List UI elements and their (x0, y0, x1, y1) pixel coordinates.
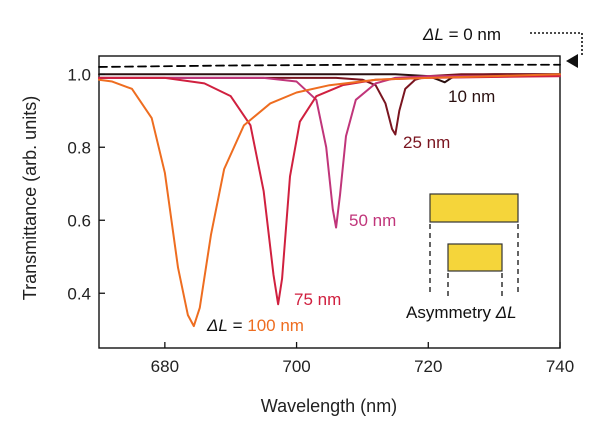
annotation-100nm: ΔL = 100 nm (206, 316, 304, 335)
y-tick-label: 0.8 (67, 138, 91, 157)
x-tick-label: 680 (151, 357, 179, 376)
series-layer (98, 63, 561, 328)
plot-frame (98, 55, 561, 349)
ticks: 680 700 720 740 0.4 0.6 0.8 1.0 (67, 65, 574, 376)
series-line-5 (98, 73, 561, 328)
asymmetry-inset: Asymmetry ΔL (406, 193, 519, 322)
annotation-50nm: 50 nm (349, 211, 396, 230)
y-axis-title: Transmittance (arb. units) (20, 96, 40, 300)
annotation-arrow (530, 32, 583, 68)
inset-label: Asymmetry ΔL (406, 303, 517, 322)
x-tick-label: 740 (546, 357, 574, 376)
y-tick-label: 1.0 (67, 65, 91, 84)
annotation-75nm: 75 nm (294, 290, 341, 309)
inset-short-bar (447, 243, 503, 272)
x-tick-label: 720 (414, 357, 442, 376)
x-axis-title: Wavelength (nm) (261, 396, 397, 416)
y-tick-label: 0.4 (67, 284, 91, 303)
series-line-3 (98, 75, 561, 229)
annotation-delta-l-0: ΔL = 0 nm (422, 25, 501, 44)
inset-long-bar (429, 193, 519, 223)
x-tick-label: 700 (282, 357, 310, 376)
axes (98, 55, 561, 349)
y-tick-label: 0.6 (67, 211, 91, 230)
annotation-25nm: 25 nm (403, 133, 450, 152)
series-line-0 (98, 63, 561, 68)
annotation-10nm: 10 nm (448, 87, 495, 106)
